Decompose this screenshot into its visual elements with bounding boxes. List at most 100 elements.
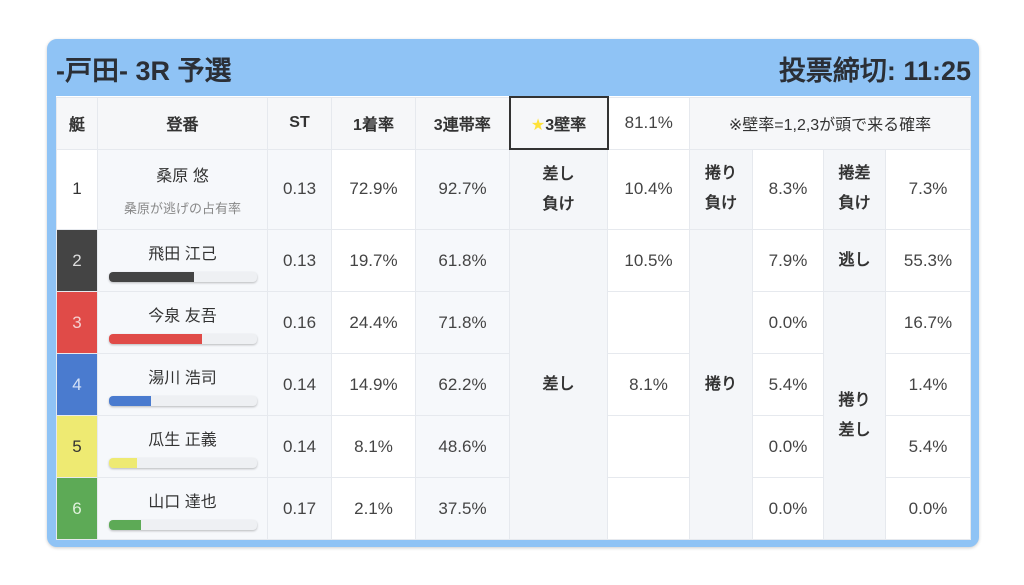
col-header-st: ST — [267, 96, 332, 150]
boat-row: 2 飛田 江己 0.13 19.7% 61.8% 差し 10.5% 捲り 7.9% 逃し 55.3% — [56, 229, 972, 540]
sashi-label: 差し — [509, 229, 608, 540]
top3-rate: 61.8% — [415, 229, 510, 292]
label-line: 捲り — [838, 391, 871, 409]
makuri-rate: 7.9% — [752, 229, 824, 292]
racer-progress-bar — [108, 395, 257, 406]
label-line: 捲差 — [838, 165, 871, 183]
col-header-top3-rate: 3連帯率 — [415, 96, 510, 150]
label-line: 負け — [704, 195, 737, 213]
nige-label: 逃し — [823, 229, 886, 292]
nige-rate: 55.3% — [884, 229, 972, 292]
racer-name: 桑原 悠 — [156, 167, 209, 185]
top3-rate: 92.7% — [415, 148, 510, 230]
win-rate: 72.9% — [331, 148, 416, 230]
col-header-boat: 艇 — [56, 96, 98, 150]
boat-row: 4 湯川 浩司 0.14 14.9% 62.2% 8.1% 5.4% 1.4% — [56, 353, 972, 416]
racer-cell: 今泉 友吾 — [97, 291, 268, 354]
racer-name: 湯川 浩司 — [148, 369, 217, 387]
win-rate: 2.1% — [331, 477, 416, 540]
boat-number: 1 — [56, 148, 98, 230]
race-stats-table: 艇 登番 ST 1着率 3連帯率 ★3壁率 81.1% ※壁率=1,2,3が頭で… — [56, 96, 972, 540]
racer-name: 瓜生 正義 — [148, 431, 217, 449]
win-rate: 14.9% — [331, 353, 416, 416]
sashi-rate — [607, 291, 690, 354]
win-rate: 24.4% — [331, 291, 416, 354]
racer-name: 飛田 江己 — [148, 245, 217, 263]
makuri-rate: 0.0% — [752, 415, 824, 478]
makurisashi-rate: 0.0% — [884, 477, 972, 540]
racer-cell: 湯川 浩司 — [97, 353, 268, 416]
top3-rate: 71.8% — [415, 291, 510, 354]
title-bar: -戸田- 3R 予選 投票締切: 11:25 — [49, 41, 977, 96]
sashi-rate: 10.5% — [607, 229, 690, 292]
top3-rate: 62.2% — [415, 353, 510, 416]
racer-progress-fill — [108, 519, 142, 530]
vote-deadline: 投票締切: 11:25 — [778, 56, 971, 86]
sashi-rate — [607, 415, 690, 478]
start-timing: 0.16 — [267, 291, 332, 354]
racer-cell: 瓜生 正義 — [97, 415, 268, 478]
win-rate: 8.1% — [331, 415, 416, 478]
sashi-rate — [607, 477, 690, 540]
makurisashi-rate: 5.4% — [884, 415, 972, 478]
racer-progress-fill — [108, 395, 152, 406]
col-header-racer: 登番 — [97, 96, 268, 150]
makuri-rate: 0.0% — [752, 291, 824, 354]
start-timing: 0.13 — [267, 229, 332, 292]
racer-cell: 桑原 悠桑原が逃げの占有率 — [97, 148, 268, 230]
racer-name: 今泉 友吾 — [148, 307, 217, 325]
racer-subtitle: 桑原が逃げの占有率 — [123, 200, 241, 216]
makuri-rate: 5.4% — [752, 353, 824, 416]
boat-number: 3 — [56, 291, 98, 354]
boat-row: 5 瓜生 正義 0.14 8.1% 48.6% 0.0% 5.4% — [56, 415, 972, 478]
top3-rate: 37.5% — [415, 477, 510, 540]
loss-label: 差し負け — [509, 148, 608, 230]
loss-label: 捲り 負け — [689, 148, 753, 230]
loss-rate: 10.4% — [607, 148, 690, 230]
racer-cell: 飛田 江己 — [97, 229, 268, 292]
racer-progress-bar — [108, 333, 257, 344]
makuri-rate: 0.0% — [752, 477, 824, 540]
col-header-win-rate: 1着率 — [331, 96, 416, 150]
boat-row: 1 桑原 悠桑原が逃げの占有率 0.13 72.9% 92.7% 差し負け 10.4% 捲り負… — [56, 148, 972, 230]
racer-name: 山口 達也 — [148, 493, 217, 511]
racer-progress-fill — [108, 271, 195, 282]
racer-progress-bar — [108, 271, 257, 282]
makurisashi-label: 捲り 差し — [823, 291, 886, 540]
race-title: -戸田- 3R 予選 — [56, 56, 232, 86]
boat-number: 6 — [56, 477, 98, 540]
start-timing: 0.14 — [267, 415, 332, 478]
racer-progress-fill — [108, 333, 202, 344]
wall-rate-note: ※壁率=1,2,3が頭で来る確率 — [688, 96, 972, 150]
boat-row: 6 山口 達也 0.17 2.1% 37.5% 0.0% 0.0% — [56, 477, 972, 540]
star-icon: ★ — [530, 117, 546, 134]
start-timing: 0.14 — [267, 353, 332, 416]
loss-label: 捲差 負け — [823, 148, 886, 230]
wall-rate-label-text: 3壁率 — [545, 117, 587, 134]
start-timing: 0.17 — [267, 477, 332, 540]
racer-progress-bar — [108, 519, 257, 530]
win-rate: 19.7% — [331, 229, 416, 292]
makurisashi-rate: 16.7% — [884, 291, 972, 354]
boat-row: 3 今泉 友吾 0.16 24.4% 71.8% 0.0% 捲り 差し 16.7% — [56, 291, 972, 540]
label-line: 差し — [838, 421, 871, 439]
racer-progress-bar — [108, 457, 257, 468]
makuri-label: 捲り — [689, 229, 753, 540]
racer-cell: 山口 達也 — [97, 477, 268, 540]
loss-label-text: 差し負け — [542, 165, 575, 213]
wall-rate-value: 81.1% — [607, 96, 690, 150]
boat-number: 4 — [56, 353, 98, 416]
loss-rate: 8.3% — [752, 148, 824, 230]
makurisashi-rate: 1.4% — [884, 353, 972, 416]
boat-number: 5 — [56, 415, 98, 478]
racer-progress-fill — [108, 457, 137, 468]
loss-rate: 7.3% — [884, 148, 972, 230]
label-line: 負け — [838, 195, 871, 213]
sashi-rate: 8.1% — [607, 353, 690, 416]
race-card: -戸田- 3R 予選 投票締切: 11:25 艇 登番 ST 1着率 3連帯率 … — [47, 39, 979, 547]
boat-number: 2 — [56, 229, 98, 292]
start-timing: 0.13 — [267, 148, 332, 230]
label-line: 捲り — [704, 165, 737, 183]
top3-rate: 48.6% — [415, 415, 510, 478]
header-row: 艇 登番 ST 1着率 3連帯率 ★3壁率 81.1% ※壁率=1,2,3が頭で… — [56, 96, 972, 150]
